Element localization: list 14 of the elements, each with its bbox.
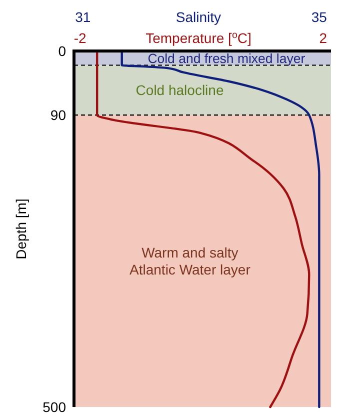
x-tick-label: -2 [74, 30, 87, 46]
y-axis-title: Depth [m] [13, 198, 29, 260]
y-tick-label: 500 [42, 398, 66, 415]
y-tick-label: 0 [58, 42, 66, 59]
x-tick-label: 2 [319, 30, 328, 46]
y-tick-label: 90 [50, 106, 66, 123]
x2-tick-label: 35 [311, 9, 328, 25]
x-axis-title: Temperature [$^{o}$C] [146, 30, 252, 46]
line-series [96, 50, 310, 408]
x2-tick-label: 31 [75, 9, 91, 25]
x2-axis-title: Salinity [176, 9, 222, 25]
band-label: Cold halocline [136, 82, 224, 98]
band-label: Warm and salty Atlantic Water layer [130, 244, 251, 278]
band-label: Cold and fresh mixed layer [148, 50, 306, 66]
